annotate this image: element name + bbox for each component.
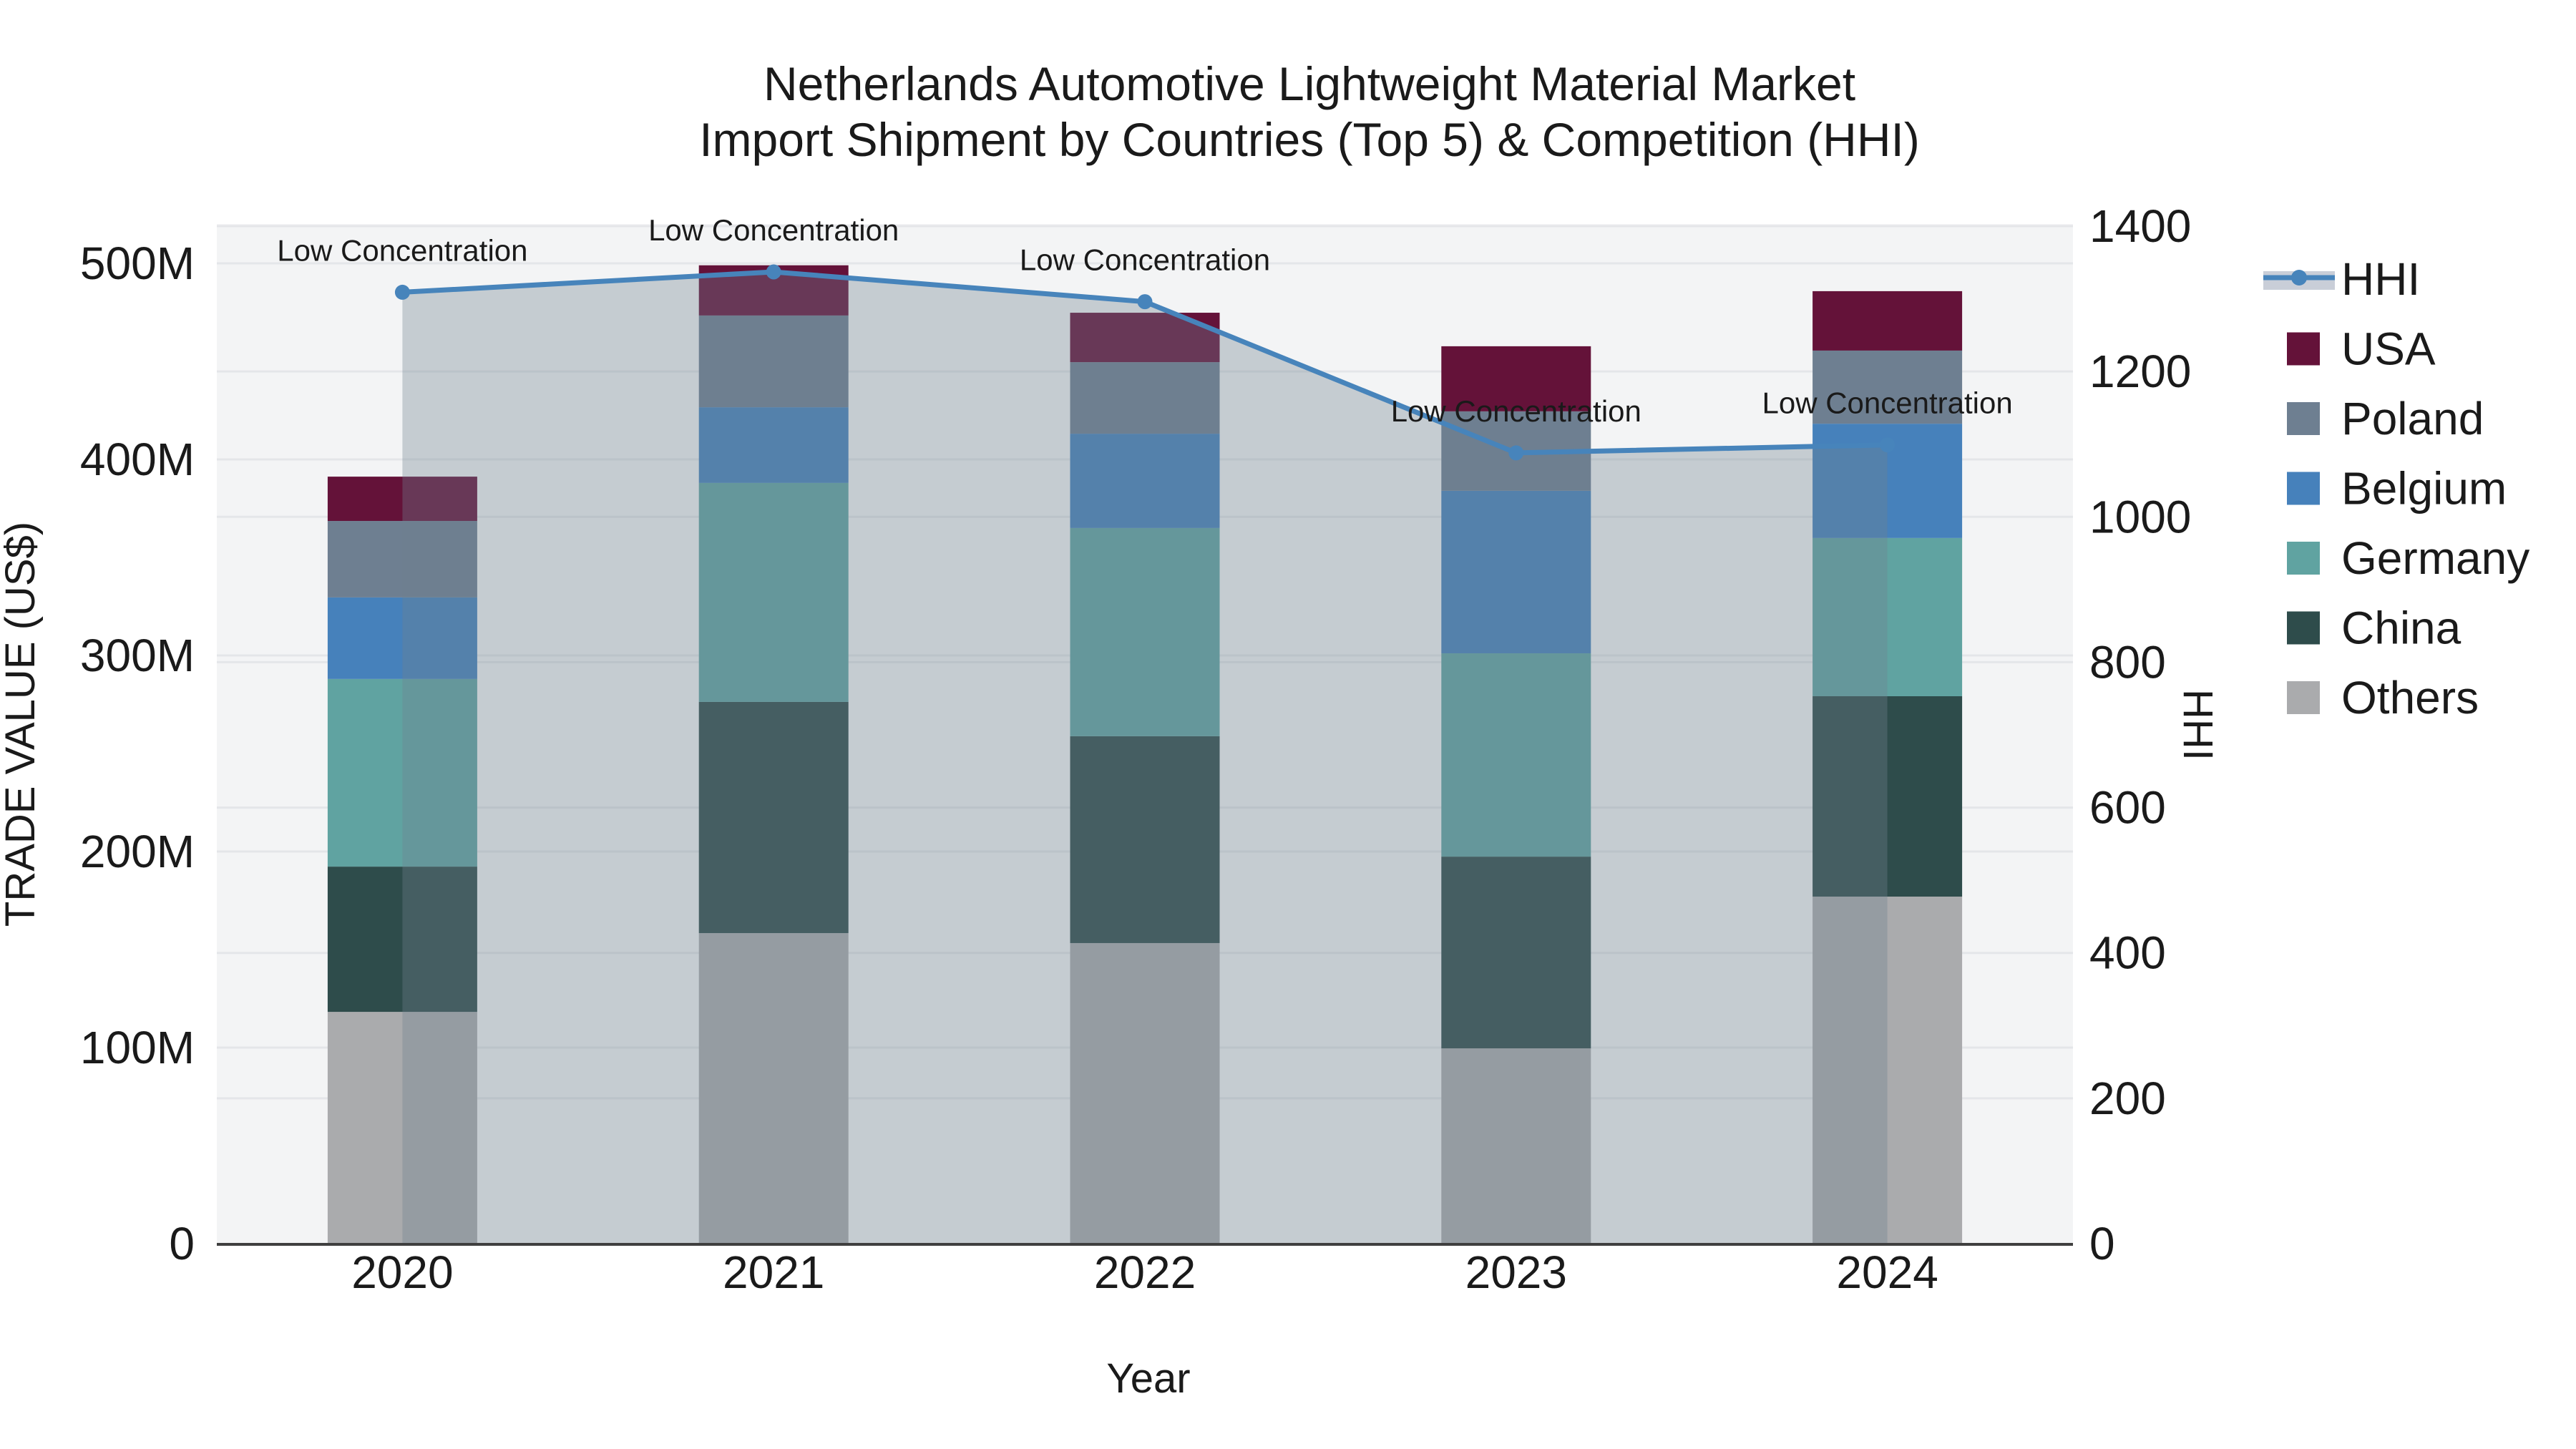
legend-item-hhi[interactable]: HHI (2263, 253, 2420, 305)
annotation-2023: Low Concentration (1391, 394, 1641, 428)
bar-segment-belgium-2022[interactable] (1070, 434, 1220, 528)
y-left-tick-200M: 200M (80, 826, 195, 877)
bar-segment-germany-2021[interactable] (698, 482, 849, 702)
tick-labels-group: 0 100M 200M 300M 400M 500M 0 200 400 600 800 1000 12… (80, 200, 2191, 1298)
hhi-area (402, 271, 1888, 1244)
bar-segment-germany-2023[interactable] (1441, 653, 1591, 857)
bar-segment-others-2022[interactable] (1070, 942, 1220, 1244)
hhi-marker-2022[interactable] (1137, 294, 1153, 310)
y-axis-title-right: HHI (2175, 689, 2221, 761)
x-tick-2023: 2023 (1465, 1246, 1567, 1298)
legend-swatch-germany (2287, 542, 2320, 575)
legend-label-hhi: HHI (2341, 253, 2420, 305)
chart-title-line2: Import Shipment by Countries (Top 5) & C… (699, 113, 1920, 166)
bar-segment-germany-2022[interactable] (1070, 527, 1220, 736)
legend: HHI USA Poland Belgium Germany China Others (2263, 253, 2529, 723)
x-tick-2022: 2022 (1094, 1246, 1196, 1298)
hhi-marker-2023[interactable] (1508, 445, 1524, 461)
legend-swatch-china (2287, 611, 2320, 645)
legend-item-belgium[interactable]: Belgium (2287, 463, 2507, 514)
legend-swatch-poland (2287, 402, 2320, 435)
y-left-tick-0: 0 (169, 1218, 195, 1269)
y-left-tick-300M: 300M (80, 630, 195, 681)
bar-segment-germany-2020[interactable] (327, 678, 477, 867)
hhi-marker-2021[interactable] (766, 264, 781, 280)
annotations-group: Low Concentration Low Concentration Low Co… (277, 213, 2012, 428)
legend-label-poland: Poland (2341, 393, 2484, 444)
x-tick-2020: 2020 (351, 1246, 453, 1298)
y-left-tick-100M: 100M (80, 1022, 195, 1073)
x-tick-2024: 2024 (1836, 1246, 1938, 1298)
legend-label-germany: Germany (2341, 532, 2529, 584)
hhi-marker-2024[interactable] (1880, 437, 1896, 453)
bar-segment-usa-2024[interactable] (1813, 291, 1963, 351)
annotation-2024: Low Concentration (1762, 386, 2012, 420)
legend-swatch-others (2287, 681, 2320, 714)
bar-segment-china-2021[interactable] (698, 701, 849, 933)
bar-segment-poland-2024[interactable] (1813, 350, 1963, 424)
y-right-tick-600: 600 (2089, 782, 2166, 834)
bar-segment-others-2020[interactable] (327, 1012, 477, 1244)
y-axis-title-left: TRADE VALUE (US$) (0, 522, 44, 927)
y-left-tick-400M: 400M (80, 434, 195, 485)
legend-item-poland[interactable]: Poland (2287, 393, 2484, 444)
annotation-2021: Low Concentration (648, 213, 899, 247)
bar-segment-belgium-2021[interactable] (698, 407, 849, 483)
bar-segment-poland-2022[interactable] (1070, 362, 1220, 434)
y-right-tick-1200: 1200 (2089, 346, 2191, 397)
bar-segment-others-2024[interactable] (1813, 897, 1963, 1244)
legend-item-china[interactable]: China (2287, 602, 2462, 654)
hhi-line-group (394, 264, 1896, 461)
bar-segment-poland-2020[interactable] (327, 521, 477, 597)
y-right-tick-800: 800 (2089, 636, 2166, 688)
y-right-tick-1400: 1400 (2089, 200, 2191, 252)
bar-segment-poland-2021[interactable] (698, 315, 849, 408)
x-tick-2021: 2021 (723, 1246, 824, 1298)
bar-segment-usa-2023[interactable] (1441, 346, 1591, 411)
bar-segment-germany-2024[interactable] (1813, 537, 1963, 696)
y-right-tick-400: 400 (2089, 927, 2166, 979)
hhi-area-fill (402, 271, 1888, 1244)
y-left-tick-500M: 500M (80, 238, 195, 289)
y-right-tick-0: 0 (2089, 1218, 2115, 1269)
legend-item-others[interactable]: Others (2287, 672, 2479, 723)
legend-label-usa: USA (2341, 323, 2436, 375)
y-right-tick-200: 200 (2089, 1073, 2166, 1124)
chart-title-line1: Netherlands Automotive Lightweight Mater… (763, 57, 1855, 110)
bar-segment-china-2022[interactable] (1070, 736, 1220, 943)
bar-segment-others-2021[interactable] (698, 932, 849, 1244)
y-right-tick-1000: 1000 (2089, 491, 2191, 542)
legend-swatch-belgium (2287, 472, 2320, 505)
bar-segment-china-2024[interactable] (1813, 696, 1963, 897)
annotation-2020: Low Concentration (277, 233, 527, 267)
annotation-2022: Low Concentration (1020, 243, 1270, 277)
bar-segment-belgium-2020[interactable] (327, 597, 477, 679)
bar-segment-belgium-2023[interactable] (1441, 490, 1591, 653)
legend-item-usa[interactable]: USA (2287, 323, 2436, 375)
bar-segment-china-2023[interactable] (1441, 857, 1591, 1049)
bar-segment-others-2023[interactable] (1441, 1048, 1591, 1244)
legend-label-others: Others (2341, 672, 2479, 723)
x-axis-title: Year (1106, 1355, 1190, 1402)
legend-label-china: China (2341, 602, 2462, 654)
legend-item-germany[interactable]: Germany (2287, 532, 2529, 584)
hhi-marker-2020[interactable] (394, 284, 410, 300)
legend-swatch-usa (2287, 332, 2320, 366)
bar-segment-china-2020[interactable] (327, 867, 477, 1013)
legend-hhi-marker-sample (2291, 270, 2307, 286)
legend-label-belgium: Belgium (2341, 463, 2507, 514)
bar-segment-usa-2020[interactable] (327, 477, 477, 522)
